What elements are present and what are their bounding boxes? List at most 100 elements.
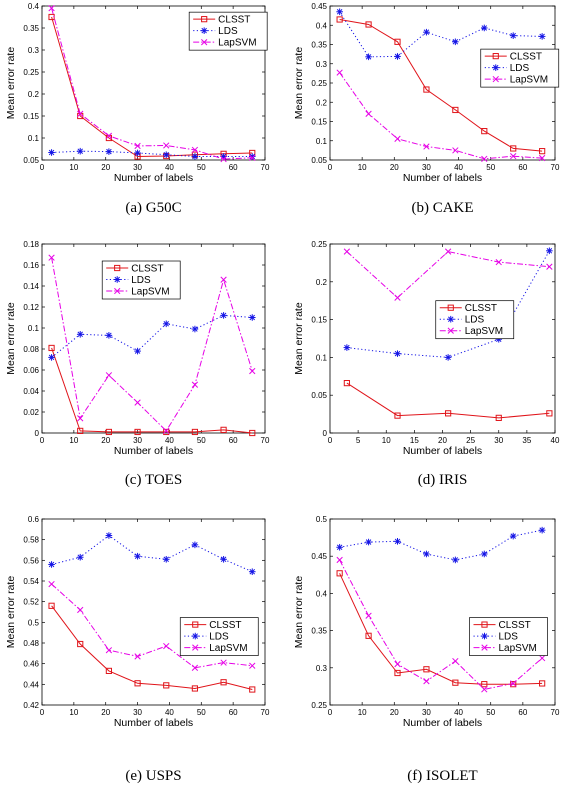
data-point-clsst (365, 21, 372, 28)
data-point-lds (423, 28, 430, 36)
x-tick-label: 60 (518, 163, 527, 172)
data-point-lapsvm (191, 146, 199, 154)
chart-panel-6: 0 10 20 30 40 50 60 70 0.25 0.3 0.35 0.4 0.45 0.5 Numb… (293, 515, 560, 784)
data-point-clsst (394, 412, 401, 419)
data-point-clsst (539, 680, 546, 687)
data-point-lapsvm (191, 664, 199, 671)
data-point-lds (248, 153, 256, 160)
x-tick-label: 40 (165, 163, 174, 172)
y-tick-label: 0.18 (23, 240, 39, 249)
y-tick-label: 0.42 (23, 701, 39, 710)
x-tick-label: 0 (40, 436, 45, 445)
data-point-clsst (163, 428, 170, 436)
y-tick-label: 0.1 (28, 134, 40, 143)
data-point-clsst (336, 570, 343, 577)
series-line-lds (51, 150, 253, 157)
x-tick-label: 50 (197, 163, 206, 172)
x-tick-label: 10 (69, 436, 78, 445)
series-line-lds (51, 534, 253, 573)
x-tick-label: 50 (197, 708, 206, 717)
y-tick-label: 0.1 (316, 353, 328, 362)
series-line-clsst (51, 347, 253, 434)
legend-marker-lds (200, 27, 208, 34)
data-point-lds (191, 541, 199, 549)
x-tick-label: 20 (101, 163, 110, 172)
data-point-lds (248, 568, 256, 575)
series-line-lapsvm (339, 559, 543, 690)
chart-panel-5: 0 10 20 30 40 50 60 70 0.42 0.44 0.46 0.48 0.5 0.52 0.… (5, 515, 270, 784)
legend-marker-lapsvm (201, 39, 208, 46)
y-tick-label: 0.3 (316, 60, 328, 69)
data-point-lds (423, 550, 430, 558)
chart-panel-2: 0 10 20 30 40 50 60 70 0.05 0.1 0.15 0.2 0.25 0.3 0.35… (293, 2, 560, 216)
legend-label-clsst: CLSST (465, 303, 497, 314)
data-point-lapsvm (394, 294, 401, 301)
x-tick-label: 20 (390, 163, 399, 172)
data-point-lapsvm (77, 110, 84, 117)
x-tick-label: 60 (518, 708, 527, 717)
data-point-lds (76, 553, 84, 561)
data-point-lds (134, 552, 141, 560)
x-tick-label: 20 (101, 436, 110, 445)
x-tick-label: 70 (261, 708, 270, 717)
legend-marker-clsst (201, 16, 208, 23)
legend-label-clsst: CLSST (510, 52, 542, 63)
x-tick-label: 15 (410, 436, 419, 445)
y-tick-label: 0.25 (311, 240, 327, 249)
y-tick-label: 0.45 (311, 552, 327, 561)
y-tick-label: 0.1 (316, 137, 328, 146)
x-tick-label: 70 (261, 163, 270, 172)
data-point-lds (76, 331, 84, 338)
data-point-clsst (191, 428, 199, 436)
data-point-clsst (77, 427, 84, 434)
y-tick-label: 0.15 (311, 316, 327, 325)
legend-label-lapsvm: LapSVM (218, 38, 256, 49)
axes-frame (329, 518, 556, 706)
legend-marker-clsst (192, 621, 199, 628)
x-axis-label: Number of labels (114, 172, 193, 184)
data-point-lds (134, 149, 141, 157)
data-point-lapsvm (452, 657, 459, 665)
data-point-lds (444, 354, 452, 361)
x-tick-label: 10 (358, 708, 367, 717)
data-point-lds (191, 153, 199, 160)
data-point-clsst (452, 106, 459, 114)
x-tick-label: 30 (494, 436, 503, 445)
data-point-clsst (481, 681, 488, 688)
y-axis-label: Mean error rate (293, 576, 305, 649)
legend-label-lapsvm: LapSVM (510, 75, 548, 86)
data-point-lds (509, 32, 517, 39)
data-point-clsst (423, 86, 430, 93)
data-point-lds (365, 53, 372, 61)
data-point-lds (480, 550, 488, 558)
data-point-lapsvm (191, 381, 199, 388)
data-point-clsst (495, 414, 502, 421)
x-tick-label: 40 (165, 436, 174, 445)
x-tick-label: 20 (101, 708, 110, 717)
legend-marker-clsst (492, 53, 499, 60)
x-axis-label: Number of labels (114, 445, 193, 457)
data-point-clsst (365, 632, 372, 639)
legend-label-lds: LDS (209, 632, 229, 643)
data-point-lds (394, 53, 401, 60)
data-point-lapsvm (481, 155, 488, 162)
data-point-lds (162, 320, 170, 328)
data-point-lapsvm (105, 647, 113, 654)
legend-label-lapsvm: LapSVM (209, 643, 247, 654)
y-tick-label: 0.08 (23, 345, 39, 354)
legend-label-clsst: CLSST (218, 15, 250, 26)
data-point-lapsvm (510, 680, 517, 687)
x-tick-label: 0 (328, 163, 333, 172)
y-tick-label: 0.5 (316, 515, 328, 524)
y-axis-label: Mean error rate (5, 302, 17, 375)
data-point-clsst (343, 380, 350, 387)
data-point-lds (220, 312, 227, 319)
x-tick-label: 50 (486, 163, 495, 172)
data-point-clsst (220, 426, 227, 433)
y-tick-label: 0.48 (23, 639, 39, 648)
y-tick-label: 0.4 (316, 589, 328, 598)
y-tick-label: 0.45 (311, 2, 327, 11)
data-point-clsst (249, 429, 256, 437)
